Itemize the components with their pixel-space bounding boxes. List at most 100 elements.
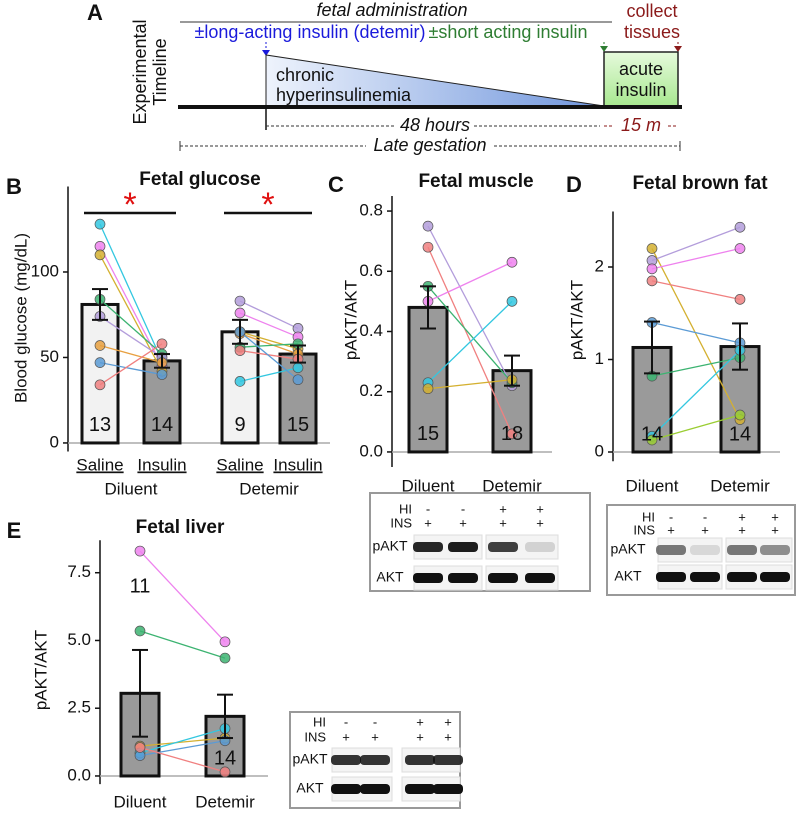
- n-label: 13: [89, 414, 111, 436]
- point: [219, 636, 231, 648]
- point: [734, 409, 746, 421]
- pair-line: [239, 312, 299, 338]
- error-bar: [420, 285, 436, 330]
- duration-label: 15 m: [621, 115, 661, 135]
- x-tick-label: Saline: [216, 455, 263, 474]
- x-tick-label: Diluent: [114, 792, 167, 811]
- error-bar: [644, 320, 660, 375]
- chart-title: Fetal glucose: [139, 169, 260, 190]
- y-tick-label: 50: [40, 347, 59, 366]
- blot-band: [760, 545, 790, 555]
- pair-line: [239, 331, 299, 381]
- axis-label: Experimental: [130, 19, 150, 124]
- point: [156, 338, 168, 350]
- n-label: 11: [130, 575, 151, 597]
- pair-line: [139, 727, 226, 754]
- collect-label: collect: [626, 1, 677, 21]
- pair-line: [239, 331, 299, 350]
- pair-line: [239, 367, 299, 383]
- blot-mark: -: [461, 501, 465, 516]
- blot-band-label: AKT: [376, 569, 404, 585]
- n-label: 14: [214, 747, 236, 769]
- blot-mark: +: [444, 729, 452, 744]
- point: [94, 340, 106, 351]
- point: [234, 345, 246, 356]
- pair-line: [427, 246, 513, 435]
- n-label: 14: [641, 423, 663, 445]
- group-label: Detemir: [239, 479, 299, 498]
- blot-mark: +: [444, 714, 452, 729]
- y-axis-label: pAKT/AKT: [31, 630, 50, 710]
- pair-line: [651, 357, 741, 377]
- blot-mark: +: [499, 515, 507, 530]
- pair-line: [239, 300, 299, 329]
- point: [646, 434, 658, 446]
- short-acting-label: ±short acting insulin: [429, 22, 588, 42]
- acute-box: [603, 51, 679, 107]
- blot-band: [433, 755, 463, 765]
- pair-line: [99, 361, 163, 376]
- pair-line: [651, 248, 741, 420]
- arrow-head: [600, 46, 608, 52]
- blot-mark: +: [701, 522, 709, 537]
- blot-mark: +: [416, 714, 424, 729]
- collect-label: tissues: [624, 22, 680, 42]
- point: [506, 256, 518, 268]
- blot-mark: -: [344, 714, 348, 729]
- n-label: 9: [234, 414, 245, 436]
- error-bar: [232, 318, 248, 345]
- y-axis-label: pAKT/AKT: [341, 280, 360, 360]
- long-acting-label: ±long-acting insulin (detemir): [195, 22, 426, 42]
- blot-band-label: pAKT: [292, 751, 327, 767]
- blot-band: [413, 573, 443, 583]
- pair-line: [239, 343, 299, 348]
- error-bar: [92, 288, 108, 321]
- pair-line: [139, 746, 226, 773]
- pair-line: [651, 321, 741, 344]
- y-tick-label: 5.0: [67, 630, 91, 649]
- blot-band: [331, 755, 361, 765]
- y-tick-label: 0.2: [359, 381, 383, 400]
- pair-line: [651, 349, 741, 437]
- pair-line: [99, 246, 163, 367]
- y-tick-label: 0.0: [67, 765, 91, 784]
- point: [134, 742, 146, 753]
- pair-line: [427, 261, 513, 302]
- y-tick-label: 2.5: [67, 698, 91, 717]
- error-bar: [217, 693, 233, 740]
- panel-letter: D: [566, 172, 582, 197]
- pair-line: [99, 254, 163, 372]
- pair-line: [239, 332, 299, 355]
- chronic-label: chronic: [276, 65, 334, 85]
- point: [734, 294, 746, 305]
- point: [234, 295, 246, 307]
- y-axis-label: pAKT/AKT: [567, 280, 586, 360]
- blot-band-label: pAKT: [610, 541, 645, 557]
- y-tick-label: 0.6: [359, 261, 383, 280]
- significance-star: *: [261, 186, 274, 224]
- n-label: 15: [417, 423, 439, 445]
- blot-band: [727, 545, 757, 555]
- pair-line: [139, 740, 226, 757]
- blot-band-label: pAKT: [372, 538, 407, 554]
- error-bar: [290, 344, 306, 364]
- point: [219, 652, 231, 664]
- x-tick-label: Saline: [76, 455, 123, 474]
- span-label: Late gestation: [373, 135, 486, 155]
- point: [156, 369, 168, 380]
- blot-row-label: INS: [390, 515, 412, 530]
- blot-band: [656, 545, 686, 555]
- arrow-head: [262, 50, 270, 56]
- blot-band: [488, 573, 518, 583]
- chart-title: Fetal liver: [136, 517, 225, 538]
- blot-band: [760, 572, 790, 582]
- pair-line: [139, 630, 226, 659]
- acute-label: insulin: [615, 80, 666, 100]
- point: [94, 379, 106, 391]
- point: [234, 307, 246, 319]
- y-tick-label: 0.4: [359, 321, 383, 340]
- timeline-panel: A fetal administration ±long-acting insu…: [87, 0, 682, 155]
- blot-band: [488, 542, 518, 552]
- x-tick-label: Diluent: [402, 476, 455, 495]
- point: [219, 766, 231, 778]
